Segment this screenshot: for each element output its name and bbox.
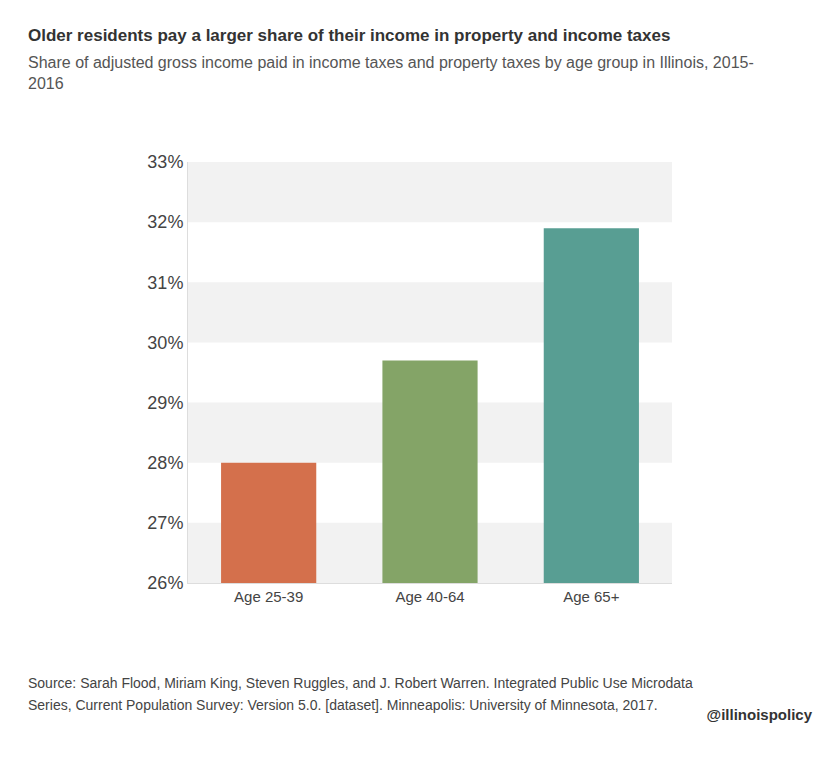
html-text:Older residents pay a larger s: Older residents pay a larger share of th… [28,26,671,45]
svg-text:Age 65+: Age 65+ [563,588,620,605]
svg-text:Age 40-64: Age 40-64 [395,588,464,605]
svg-text:26%: 26% [147,573,183,593]
html-text:Source: Sarah Flood, Miriam Ki: Source: Sarah Flood, Miriam King, Steven… [28,675,693,713]
html-text:@illinoispolicy: @illinoispolicy [706,706,812,723]
svg-text:29%: 29% [147,393,183,413]
svg-text:27%: 27% [147,513,183,533]
html-text:Share of adjusted gross income: Share of adjusted gross income paid in i… [28,54,754,92]
svg-text:33%: 33% [147,152,183,172]
svg-text:30%: 30% [147,333,183,353]
svg-text:32%: 32% [147,212,183,232]
svg-text:28%: 28% [147,453,183,473]
svg-text:Age 25-39: Age 25-39 [234,588,303,605]
svg-text:31%: 31% [147,273,183,293]
